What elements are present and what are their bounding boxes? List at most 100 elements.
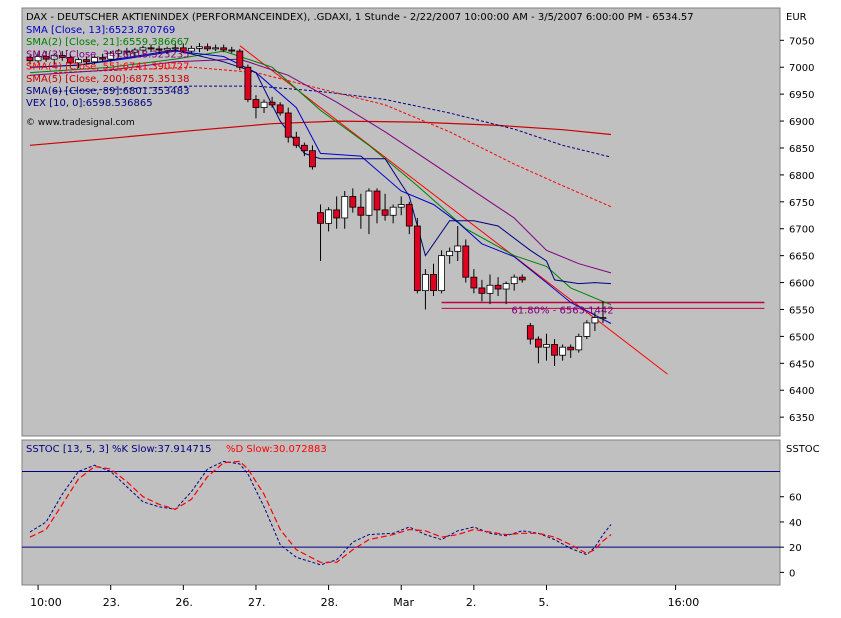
candle-up: [591, 317, 599, 324]
candle-down: [373, 190, 381, 211]
time-axis-tick-label: 16:00: [668, 596, 700, 609]
legend-entry: SMA(5) [Close, 200]:6875.35138: [26, 74, 189, 85]
candle-down: [58, 54, 66, 58]
legend-entry: SMA [Close, 13]:6523.870769: [26, 25, 175, 36]
candle-up: [75, 59, 82, 64]
candle-down: [292, 136, 300, 146]
candle-down: [66, 57, 74, 64]
candle-down: [268, 101, 276, 106]
candle-up: [187, 47, 195, 52]
candle-up: [454, 245, 462, 252]
candle-up: [131, 49, 139, 53]
candle-up: [389, 206, 397, 216]
candle-up: [559, 346, 567, 356]
candle-down: [357, 206, 365, 216]
candle-up: [575, 336, 583, 351]
candle-down: [228, 49, 236, 52]
candle-down: [204, 46, 211, 50]
candle-up: [397, 204, 405, 208]
stoch-legend-k: SSTOC [13, 5, 3] %K Slow:37.914715: [26, 444, 212, 455]
stoch-legend-d: %D Slow:30.072883: [226, 444, 327, 455]
price-axis-tick-label: 6600: [789, 279, 814, 290]
candle-down: [462, 245, 470, 278]
candle-down: [147, 47, 155, 50]
candle-down: [99, 57, 107, 60]
candle-down: [381, 209, 389, 216]
vex-line: [29, 49, 612, 285]
candle-down: [26, 57, 34, 62]
sma21-line: [29, 50, 612, 306]
time-axis-tick-label: 28.: [321, 596, 339, 609]
candle-down: [300, 144, 308, 152]
price-axis-tick-label: 6750: [789, 198, 814, 209]
candle-up: [50, 54, 58, 60]
candle-down: [478, 287, 486, 294]
legend-entry: SMA(6) [Close, 89]:6801.353483: [26, 86, 189, 97]
price-axis-tick-label: 6450: [789, 359, 814, 370]
candle-up: [91, 57, 98, 63]
candle-up: [438, 255, 445, 292]
time-axis-tick-label: 23.: [103, 596, 121, 609]
candle-down: [284, 112, 292, 138]
candle-down: [518, 276, 526, 281]
candle-up: [115, 50, 123, 54]
candle-up: [543, 344, 550, 348]
candle-down: [42, 56, 50, 60]
price-axis-tick-label: 7050: [789, 36, 814, 47]
price-axis-tick-label: 6500: [789, 332, 814, 343]
candle-down: [535, 338, 542, 348]
candle-down: [470, 276, 478, 289]
legend-entry: VEX [10, 0]:6598.536865: [26, 98, 153, 109]
price-axis-tick-label: 6700: [789, 225, 814, 236]
stoch-axis-tick-label: 0: [789, 568, 795, 579]
candle-up: [260, 101, 268, 108]
price-axis-tick-label: 6900: [789, 117, 814, 128]
stoch-axis-tick-label: 60: [789, 493, 802, 504]
candle-down: [83, 59, 90, 63]
time-axis-tick-label: 5.: [538, 596, 549, 609]
chart-title: DAX - DEUTSCHER AKTIENINDEX (PERFORMANCE…: [26, 12, 694, 23]
candle-down: [236, 50, 244, 68]
candle-down: [244, 66, 252, 100]
candle-down: [526, 325, 534, 340]
sma200-line: [29, 120, 612, 146]
candle-down: [276, 104, 284, 114]
candle-down: [220, 47, 228, 51]
candles: [26, 42, 607, 367]
candle-down: [155, 48, 163, 51]
candle-down: [405, 204, 413, 227]
price-axis-tick-label: 6950: [789, 90, 814, 101]
price-axis-tick-label: 6650: [789, 252, 814, 263]
candle-up: [341, 196, 349, 219]
time-axis-tick-label: 26.: [175, 596, 193, 609]
watermark: © www.tradesignal.com: [26, 118, 135, 128]
candle-up: [34, 56, 42, 62]
time-axis-tick-label: 27.: [248, 596, 266, 609]
time-axis-tick-label: Mar: [393, 596, 414, 609]
currency-label: EUR: [786, 12, 807, 23]
candle-down: [317, 212, 324, 224]
sma55-line: [54, 66, 612, 208]
candle-up: [583, 322, 591, 337]
candle-down: [349, 196, 357, 208]
candle-up: [139, 47, 147, 51]
legend-entry: SMA(3) [Close, 34]:6618.323235: [26, 49, 189, 60]
price-axis-tick-label: 6850: [789, 144, 814, 155]
time-axis-tick-label: 10:00: [30, 596, 62, 609]
candle-down: [430, 274, 437, 292]
candle-down: [333, 209, 341, 219]
candle-down: [567, 346, 575, 351]
time-axis-tick-label: 2.: [466, 596, 477, 609]
candle-up: [163, 47, 171, 51]
candle-up: [510, 276, 518, 285]
fib-level-label: 61.80% - 6563.1442: [511, 305, 613, 316]
legend-entry: SMA(4) [Close, 55]:6741.390727: [26, 62, 189, 73]
candle-down: [551, 344, 558, 356]
stoch-axis-tick-label: 20: [789, 543, 802, 554]
candle-up: [422, 274, 429, 292]
candle-up: [196, 46, 203, 49]
sma13-line: [29, 50, 612, 324]
price-axis-tick-label: 7000: [789, 63, 814, 74]
candle-up: [486, 284, 494, 294]
